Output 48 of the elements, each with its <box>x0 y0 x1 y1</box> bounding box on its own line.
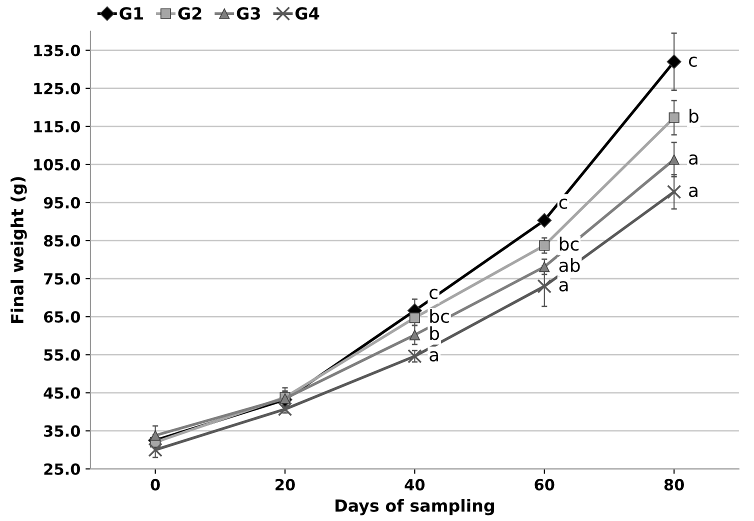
y-tick-label: 45.0 <box>44 387 80 399</box>
legend-label: G4 <box>295 7 320 20</box>
legend-label: G1 <box>120 7 143 20</box>
annotation: a <box>689 154 698 165</box>
x-tick-label: 0 <box>150 478 160 490</box>
y-tick-label: 115.0 <box>34 120 80 132</box>
y-tick-label: 125.0 <box>34 82 80 94</box>
x-tick-label: 60 <box>534 478 554 490</box>
point <box>666 184 682 200</box>
annotation: bc <box>560 236 579 251</box>
point <box>666 54 682 69</box>
point <box>278 402 292 416</box>
y-axis-title: Final weight (g) <box>10 177 27 323</box>
x-axis-title: Days of sampling <box>336 498 494 516</box>
annotation: a <box>689 186 698 198</box>
y-tick-label: 55.0 <box>44 349 80 361</box>
annotation: b <box>430 326 440 340</box>
point <box>539 240 550 251</box>
annotation: b <box>690 108 698 123</box>
y-tick-label: 75.0 <box>44 273 80 285</box>
point <box>668 112 680 123</box>
y-tick-label: 95.0 <box>44 196 80 209</box>
x-tick-label: 20 <box>276 478 295 490</box>
annotation: ab <box>559 258 580 272</box>
annotation: c <box>430 288 438 300</box>
y-tick-label: 85.0 <box>44 235 80 247</box>
y-tick-label: 35.0 <box>44 425 80 437</box>
annotation: c <box>559 198 568 209</box>
legend-label: G3 <box>236 7 260 20</box>
y-tick-label: 25.0 <box>44 463 80 475</box>
x-tick-label: 40 <box>404 478 425 490</box>
y-tick-label: 105.0 <box>34 158 80 170</box>
point <box>537 279 552 294</box>
annotation: a <box>430 351 438 362</box>
legend-label: G2 <box>178 7 202 20</box>
point <box>150 430 161 441</box>
point <box>668 154 680 165</box>
annotation: a <box>559 281 568 292</box>
point <box>539 262 550 272</box>
annotation: c <box>688 56 697 67</box>
y-tick-label: 135.0 <box>34 44 80 56</box>
point <box>537 213 552 228</box>
point <box>408 349 422 364</box>
point <box>409 312 420 324</box>
point <box>409 330 420 340</box>
y-tick-label: 65.0 <box>44 311 80 323</box>
x-tick-label: 80 <box>664 478 684 490</box>
annotation: bc <box>430 309 449 324</box>
